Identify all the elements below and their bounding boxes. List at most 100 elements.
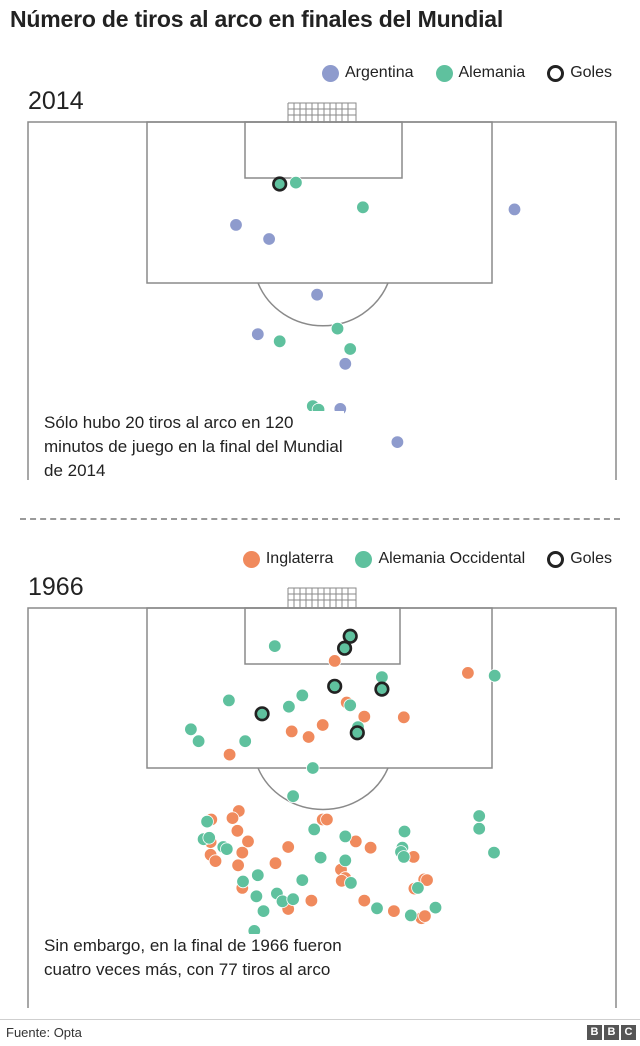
shot-inglaterra-1966-6 bbox=[285, 724, 299, 739]
pitch-1966 bbox=[27, 587, 617, 1008]
shot-inglaterra-1966-5 bbox=[316, 718, 330, 732]
legend-label-alemania: Alemania bbox=[458, 64, 526, 81]
bbc-logo-b1: B bbox=[587, 1025, 602, 1040]
legend-item-alemania-occidental: Alemania Occidental bbox=[355, 550, 525, 568]
shot-alemania-2014-4 bbox=[343, 342, 357, 356]
legend-swatch-argentina bbox=[322, 64, 339, 82]
shot-inglaterra-1966-4 bbox=[357, 709, 372, 724]
bbc-logo: B B C bbox=[585, 1025, 636, 1040]
shot-inglaterra-1966-38 bbox=[418, 909, 432, 923]
shot-alemania-occidental-1966-27 bbox=[251, 868, 265, 882]
shot-alemania-2014-2 bbox=[273, 334, 287, 349]
penalty-arc bbox=[257, 282, 389, 327]
shot-inglaterra-1966-19 bbox=[363, 841, 378, 855]
shot-alemania-occidental-1966-11 bbox=[306, 761, 320, 775]
shot-alemania-occidental-1966-8 bbox=[191, 734, 206, 748]
shot-alemania-occidental-1966-6 bbox=[282, 699, 296, 714]
shot-alemania-occidental-1966-26 bbox=[295, 873, 310, 887]
shot-alemania-occidental-1966-42 bbox=[411, 881, 425, 895]
shot-alemania-occidental-1966-41 bbox=[472, 809, 486, 823]
goal-net bbox=[287, 587, 357, 608]
shot-argentina-2014-4 bbox=[251, 327, 265, 341]
legend-item-goles: Goles bbox=[547, 64, 612, 82]
shot-alemania-occidental-1966-7 bbox=[184, 722, 198, 737]
penalty-arc bbox=[257, 767, 389, 811]
legend-2014: Argentina Alemania Goles bbox=[322, 64, 612, 82]
shot-alemania-2014-3 bbox=[330, 321, 345, 336]
penalty-area bbox=[146, 121, 493, 284]
shot-alemania-occidental-1966-3 bbox=[295, 688, 310, 703]
note-2014: Sólo hubo 20 tiros al arco en 120 minuto… bbox=[44, 411, 344, 483]
shot-alemania-occidental-1966-35 bbox=[344, 876, 358, 890]
shot-inglaterra-1966-16 bbox=[241, 834, 255, 849]
legend-label-alemania-occidental: Alemania Occidental bbox=[378, 550, 526, 567]
shot-inglaterra-1966-24 bbox=[231, 858, 245, 873]
goal-marker-1966-2 bbox=[327, 678, 343, 694]
shot-alemania-occidental-1966-37 bbox=[487, 845, 501, 860]
shot-alemania-occidental-1966-29 bbox=[249, 889, 264, 904]
shot-alemania-occidental-1966-25 bbox=[313, 850, 328, 865]
shot-inglaterra-1966-12 bbox=[230, 824, 245, 838]
bbc-logo-c: C bbox=[621, 1025, 636, 1040]
shot-inglaterra-1966-33 bbox=[304, 893, 319, 908]
shot-inglaterra-1966-23 bbox=[268, 856, 283, 870]
goal-net bbox=[287, 102, 357, 123]
year-label-2014: 2014 bbox=[28, 87, 84, 115]
legend-swatch-goles-1966 bbox=[547, 550, 565, 568]
shot-alemania-occidental-1966-36 bbox=[286, 892, 300, 906]
goal-area bbox=[244, 121, 403, 179]
shot-alemania-occidental-1966-17 bbox=[220, 842, 234, 856]
shot-alemania-occidental-1966-13 bbox=[200, 814, 214, 829]
shot-argentina-2014-7 bbox=[390, 435, 405, 449]
shot-inglaterra-1966-0 bbox=[328, 654, 342, 668]
shot-alemania-occidental-1966-9 bbox=[238, 734, 252, 748]
shot-inglaterra-1966-17 bbox=[281, 840, 295, 854]
shot-argentina-2014-3 bbox=[310, 287, 324, 302]
shot-alemania-occidental-1966-2 bbox=[488, 668, 502, 683]
shot-argentina-2014-1 bbox=[262, 232, 276, 246]
shot-alemania-occidental-1966-20 bbox=[397, 824, 412, 839]
shot-alemania-occidental-1966-15 bbox=[202, 831, 216, 845]
goal-marker-1966-0 bbox=[342, 628, 358, 644]
shot-alemania-occidental-1966-34 bbox=[338, 853, 353, 868]
shots-2014 bbox=[179, 175, 522, 474]
legend-item-argentina: Argentina bbox=[322, 64, 414, 82]
shot-inglaterra-1966-22 bbox=[208, 854, 223, 868]
pitch-lines-1966 bbox=[27, 587, 617, 1008]
legend-swatch-alemania-occidental bbox=[355, 550, 373, 568]
shot-alemania-occidental-1966-0 bbox=[268, 639, 282, 653]
shot-argentina-2014-5 bbox=[338, 357, 353, 371]
shot-alemania-occidental-1966-4 bbox=[343, 698, 357, 713]
shot-inglaterra-1966-36 bbox=[387, 904, 401, 918]
legend-1966: Inglaterra Alemania Occidental Goles bbox=[242, 550, 612, 568]
source-label: Fuente: Opta bbox=[6, 1025, 82, 1040]
shot-inglaterra-1966-10 bbox=[225, 811, 240, 825]
legend-label-inglaterra: Inglaterra bbox=[265, 550, 334, 567]
shots-1966 bbox=[184, 628, 502, 938]
pitch-2014 bbox=[27, 102, 617, 480]
shot-inglaterra-1966-31 bbox=[420, 873, 434, 887]
shot-alemania-2014-1 bbox=[356, 200, 370, 215]
legend-item-goles-1966: Goles bbox=[547, 550, 612, 568]
legend-item-inglaterra: Inglaterra bbox=[242, 550, 334, 568]
goal-marker-1966-5 bbox=[349, 725, 365, 741]
shot-argentina-2014-0 bbox=[229, 218, 243, 232]
shot-inglaterra-1966-3 bbox=[397, 710, 411, 725]
legend-label-goles: Goles bbox=[570, 64, 612, 81]
note-1966: Sin embargo, en la final de 1966 fueron … bbox=[44, 934, 344, 982]
legend-label-goles-1966: Goles bbox=[570, 550, 612, 567]
legend-label-argentina: Argentina bbox=[345, 64, 414, 81]
legend-swatch-goles bbox=[547, 64, 565, 82]
bbc-logo-b2: B bbox=[604, 1025, 619, 1040]
legend-item-alemania: Alemania bbox=[435, 64, 526, 82]
shot-alemania-occidental-1966-38 bbox=[370, 901, 384, 916]
shot-alemania-occidental-1966-39 bbox=[404, 908, 418, 923]
shot-alemania-occidental-1966-18 bbox=[307, 822, 321, 837]
chart-title: Número de tiros al arco en finales del M… bbox=[10, 6, 504, 32]
shot-inglaterra-1966-1 bbox=[461, 666, 475, 680]
shot-argentina-2014-2 bbox=[507, 202, 522, 217]
shot-inglaterra-1966-14 bbox=[320, 812, 334, 827]
shot-alemania-occidental-1966-5 bbox=[222, 693, 236, 708]
shot-inglaterra-1966-34 bbox=[357, 893, 372, 908]
shot-alemania-occidental-1966-32 bbox=[256, 904, 271, 918]
